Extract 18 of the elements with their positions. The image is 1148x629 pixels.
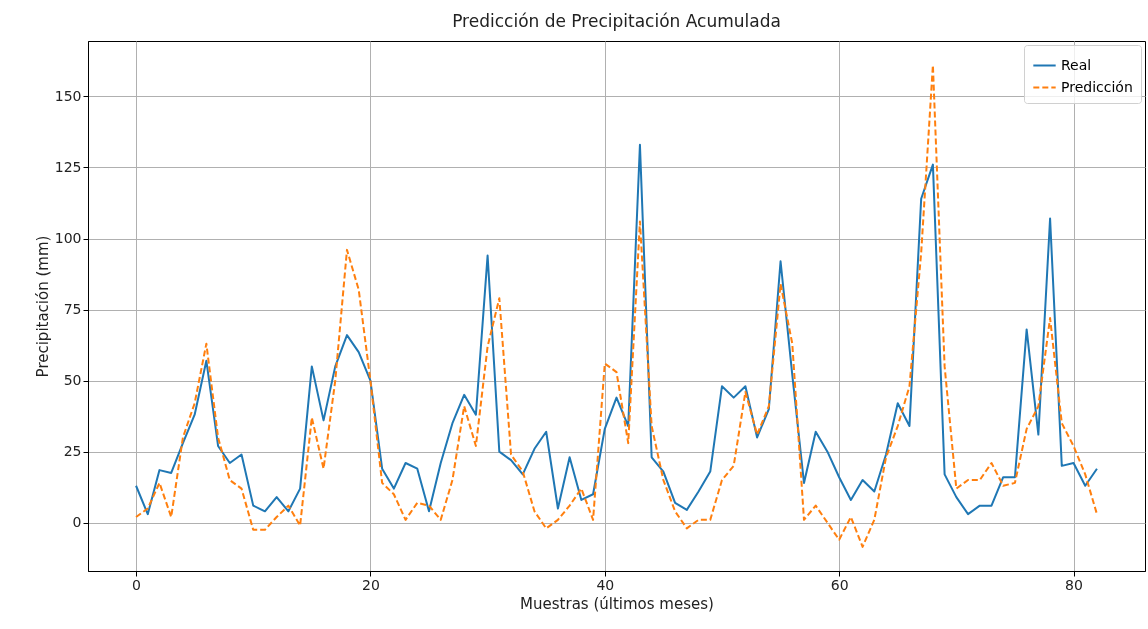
- x-tick-label: 40: [596, 576, 615, 593]
- x-tick-label: 20: [362, 576, 380, 593]
- chart-title: Predicción de Precipitación Acumulada: [452, 11, 781, 31]
- line-series: [135, 143, 1098, 516]
- y-tick-label: 100: [54, 230, 82, 247]
- y-tick-label: 150: [54, 87, 82, 104]
- y-tick-label: 50: [63, 372, 82, 389]
- legend-label: Predicción: [1061, 78, 1133, 95]
- y-tick-label: 125: [54, 158, 82, 175]
- x-tick-label: 60: [830, 576, 849, 593]
- y-axis-title: Precipitación (mm): [33, 235, 52, 378]
- x-tick-label: 80: [1065, 576, 1083, 593]
- legend-label: Real: [1061, 56, 1092, 73]
- y-tick-label: 75: [63, 301, 82, 318]
- x-axis-title: Muestras (últimos meses): [520, 594, 714, 613]
- x-tick-label: 0: [132, 576, 142, 593]
- y-tick-label: 25: [63, 443, 82, 460]
- y-tick-label: 0: [72, 514, 82, 531]
